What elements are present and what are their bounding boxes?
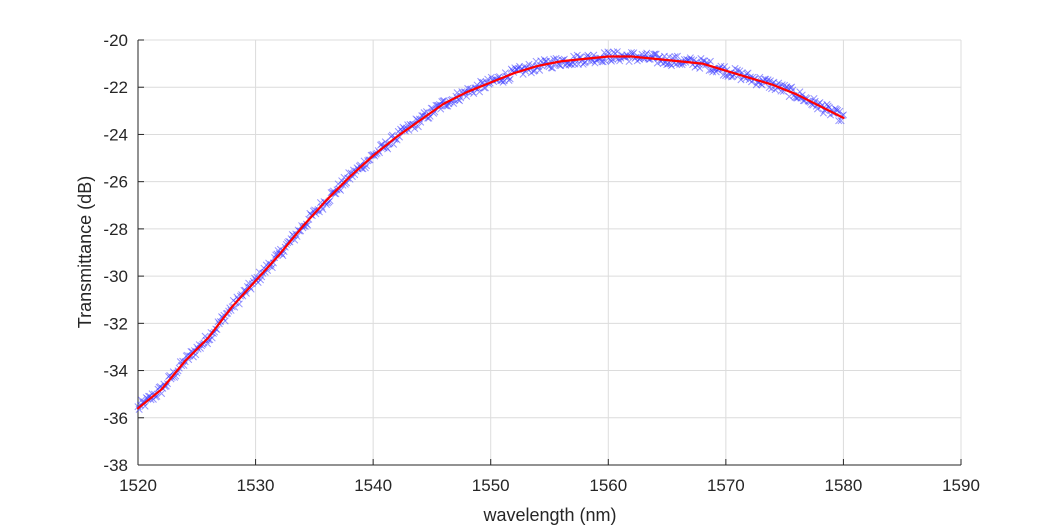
y-tick-label: -24: [103, 125, 128, 144]
x-tick-label: 1540: [354, 476, 392, 495]
data-point-marker: [213, 326, 221, 334]
data-point-marker: [650, 50, 658, 58]
y-axis-label: Transmittance (dB): [75, 176, 95, 328]
data-point-marker: [625, 57, 633, 66]
grid: [137, 39, 962, 466]
data-point-marker: [599, 58, 607, 66]
data-point-marker: [395, 133, 403, 141]
data-point-marker: [835, 117, 843, 125]
data-point-marker: [706, 57, 714, 65]
y-tick-label: -32: [103, 314, 128, 333]
data-point-marker: [552, 54, 560, 63]
data-point-marker: [536, 66, 544, 74]
x-tick-label: 1520: [119, 476, 157, 495]
data-point-marker: [405, 126, 413, 134]
x-tick-label: 1550: [472, 476, 510, 495]
y-tick-label: -36: [103, 409, 128, 428]
x-tick-label: 1590: [942, 476, 980, 495]
data-point-marker: [673, 52, 681, 60]
y-tick-label: -26: [103, 173, 128, 192]
data-point-marker: [571, 60, 579, 68]
y-tick-label: -28: [103, 220, 128, 239]
x-axis-label: wavelength (nm): [482, 505, 616, 525]
data-point-marker: [475, 88, 484, 96]
data-point-marker: [269, 259, 277, 267]
data-point-marker: [671, 53, 679, 61]
data-point-marker: [556, 61, 564, 69]
y-tick-label: -38: [103, 456, 128, 475]
data-point-marker: [417, 118, 425, 126]
data-point-marker: [651, 50, 659, 58]
x-tick-label: 1530: [237, 476, 275, 495]
data-point-marker: [414, 123, 422, 131]
data-point-marker: [547, 64, 555, 72]
data-point-marker: [205, 336, 213, 344]
data-point-marker: [179, 357, 187, 365]
data-point-marker: [733, 66, 741, 74]
x-tick-label: 1580: [825, 476, 863, 495]
data-point-marker: [722, 72, 730, 80]
data-point-marker: [263, 266, 272, 274]
data-point-marker: [696, 64, 704, 72]
data-point-marker: [548, 64, 557, 72]
data-point-marker: [162, 382, 170, 390]
y-tick-label: -30: [103, 267, 128, 286]
data-point-marker: [605, 49, 613, 57]
data-point-marker: [719, 71, 727, 79]
data-point-marker: [506, 75, 514, 83]
data-point-marker: [280, 247, 288, 256]
y-tick-label: -22: [103, 78, 128, 97]
y-tick-label: -34: [103, 362, 128, 381]
x-tick-label: 1560: [589, 476, 627, 495]
data-point-marker: [613, 48, 621, 56]
data-point-marker: [630, 49, 638, 57]
axes: [137, 39, 962, 466]
data-point-marker: [664, 60, 672, 68]
series-fit-line: [136, 55, 845, 410]
data-point-marker: [785, 92, 793, 101]
y-tick-label: -20: [103, 31, 128, 50]
x-tick-label: 1570: [707, 476, 745, 495]
data-point-marker: [135, 405, 143, 414]
fit-line: [136, 55, 845, 410]
tick-labels: 1520 1530 1540 1550 1560 1570 1580 1590 -20 -22 -2…: [103, 31, 979, 495]
